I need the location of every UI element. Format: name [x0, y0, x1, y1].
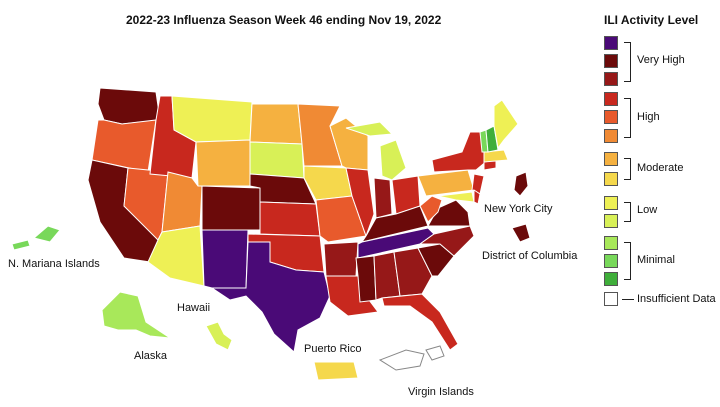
legend-swatch-12	[604, 54, 618, 68]
state-michigan[interactable]	[379, 139, 407, 181]
legend-tick-insufficient	[622, 299, 634, 300]
legend-swatch-2	[604, 254, 618, 268]
state-arkansas[interactable]	[323, 241, 359, 277]
label-alaska: Alaska	[134, 350, 168, 362]
state-michigan-up[interactable]	[345, 121, 394, 137]
district-of-columbia[interactable]	[511, 223, 531, 243]
legend-label-minimal: Minimal	[637, 254, 675, 266]
legend-swatch-9	[604, 110, 618, 124]
state-missouri[interactable]	[315, 195, 367, 243]
legend-swatch-7	[604, 152, 618, 166]
us-map	[11, 87, 531, 381]
territory-n-mariana-islands[interactable]	[32, 225, 61, 243]
legend-label-insufficient: Insufficient Data	[637, 293, 716, 305]
state-pennsylvania[interactable]	[417, 169, 475, 197]
state-utah[interactable]	[161, 171, 203, 233]
state-florida[interactable]	[381, 293, 459, 351]
state-north-carolina[interactable]	[418, 225, 475, 257]
legend-bracket-moderate	[624, 158, 631, 180]
state-kansas[interactable]	[259, 201, 321, 237]
legend-label-low: Low	[637, 204, 658, 216]
legend-swatch-3	[604, 236, 618, 250]
city-nyc[interactable]	[513, 171, 529, 197]
label-puerto-rico: Puerto Rico	[304, 343, 362, 355]
state-north-dakota[interactable]	[249, 103, 303, 145]
state-colorado[interactable]	[201, 185, 261, 231]
state-mississippi[interactable]	[355, 255, 377, 303]
legend-swatch-13	[604, 36, 618, 50]
legend-bracket-high	[624, 98, 631, 138]
label-virgin-islands: Virgin Islands	[408, 386, 474, 398]
legend-swatch-10	[604, 92, 618, 106]
label-hawaii: Hawaii	[177, 302, 211, 314]
state-wyoming[interactable]	[195, 139, 251, 187]
state-south-carolina[interactable]	[417, 243, 455, 277]
legend-label-very-high: Very High	[637, 54, 685, 66]
legend-label-moderate: Moderate	[637, 162, 684, 174]
legend-title: ILI Activity Level	[604, 13, 699, 27]
label-mariana: N. Mariana Islands	[8, 258, 100, 270]
state-alaska[interactable]	[101, 291, 171, 339]
map-title: 2022-23 Influenza Season Week 46 ending …	[126, 13, 442, 27]
state-indiana[interactable]	[373, 177, 393, 219]
state-massachusetts[interactable]	[483, 149, 509, 163]
legend-swatch-11	[604, 72, 618, 86]
label-nyc: New York City	[484, 203, 553, 215]
state-washington[interactable]	[97, 87, 161, 125]
legend-bracket-minimal	[624, 242, 631, 280]
state-montana[interactable]	[171, 95, 253, 143]
state-west-virginia[interactable]	[419, 195, 443, 223]
legend-swatch-1	[604, 272, 618, 286]
state-new-york[interactable]	[431, 131, 489, 173]
state-hawaii[interactable]	[205, 321, 233, 351]
state-new-mexico[interactable]	[201, 229, 249, 289]
legend-swatch-0	[604, 292, 618, 306]
state-texas[interactable]	[210, 241, 331, 353]
legend-bracket-very-high	[624, 42, 631, 82]
label-dc: District of Columbia	[482, 250, 578, 262]
state-arizona[interactable]	[147, 225, 205, 287]
state-georgia[interactable]	[393, 247, 433, 297]
legend-swatch-6	[604, 172, 618, 186]
state-illinois[interactable]	[345, 167, 375, 238]
state-delaware[interactable]	[473, 189, 481, 205]
legend-swatch-5	[604, 196, 618, 210]
territory-puerto-rico[interactable]	[313, 361, 359, 381]
state-maine[interactable]	[493, 99, 519, 150]
state-south-dakota[interactable]	[249, 141, 305, 179]
legend-label-high: High	[637, 111, 660, 123]
territory-n-mariana-islands-2[interactable]	[11, 239, 31, 251]
legend-bracket-low	[624, 202, 631, 222]
territory-virgin-islands-2[interactable]	[425, 345, 445, 361]
territory-virgin-islands[interactable]	[378, 349, 425, 371]
legend-swatch-8	[604, 129, 618, 143]
legend-swatch-4	[604, 214, 618, 228]
